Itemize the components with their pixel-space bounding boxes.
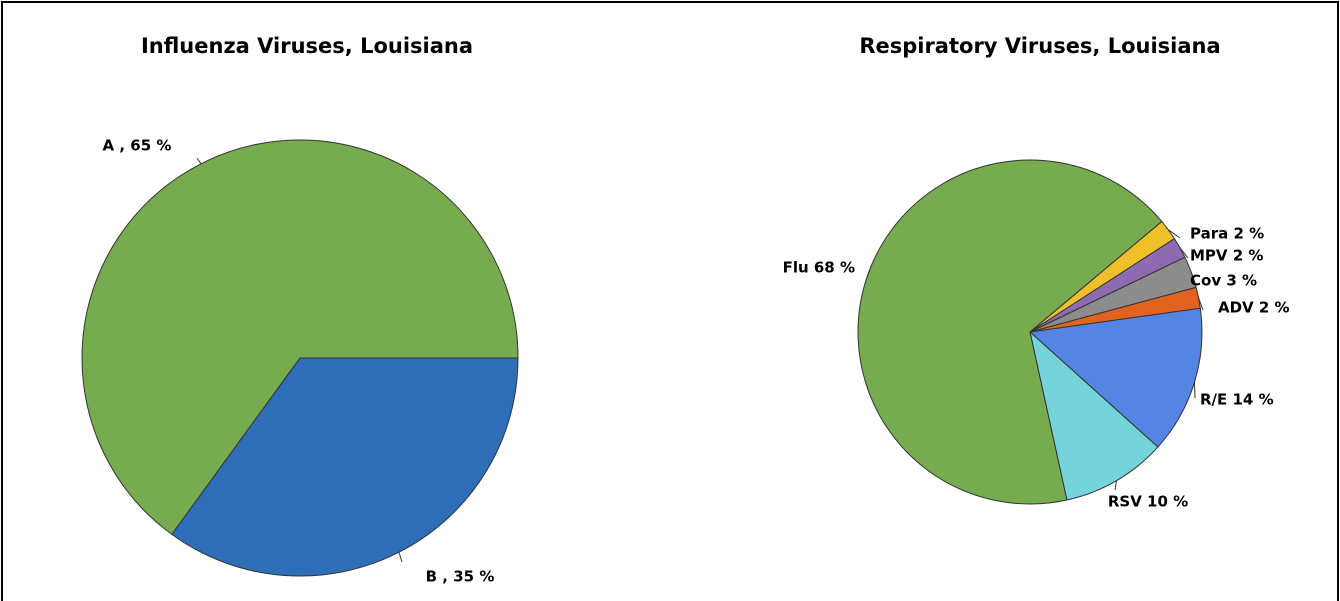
data-label: MPV 2 % xyxy=(1190,247,1263,265)
data-label: ADV 2 % xyxy=(1218,299,1290,317)
leader-line xyxy=(1179,247,1189,259)
leader-line xyxy=(196,157,202,165)
chart-title: Influenza Viruses, Louisiana xyxy=(141,34,473,58)
leader-line xyxy=(1198,297,1204,311)
leader-line xyxy=(1190,271,1196,284)
data-label: Flu 68 % xyxy=(783,259,855,277)
data-label: Para 2 % xyxy=(1190,225,1264,243)
leader-line xyxy=(1168,229,1181,239)
leader-line xyxy=(1193,382,1196,399)
chart-title: Respiratory Viruses, Louisiana xyxy=(859,34,1220,58)
data-label: R/E 14 % xyxy=(1200,391,1274,409)
data-label: Cov 3 % xyxy=(1190,272,1257,290)
data-label: RSV 10 % xyxy=(1108,493,1188,511)
leader-line xyxy=(866,269,871,277)
pie-slice xyxy=(81,139,519,536)
data-label: A , 65 % xyxy=(103,137,172,155)
leader-line xyxy=(398,552,403,563)
pie-slice xyxy=(171,357,519,577)
data-label: B , 35 % xyxy=(426,568,495,586)
leader-line xyxy=(1114,480,1118,491)
